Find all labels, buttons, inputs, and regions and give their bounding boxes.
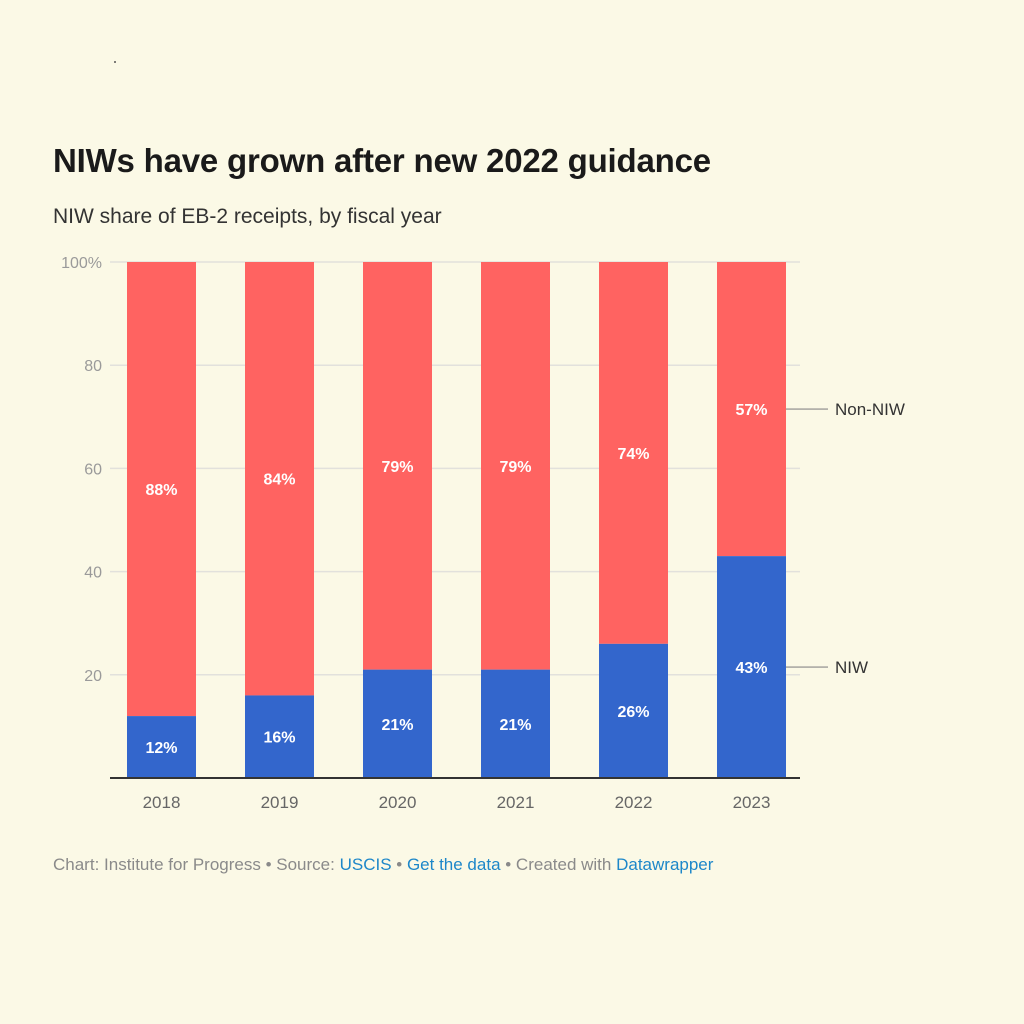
y-tick-label: 80 xyxy=(84,358,102,375)
y-tick-label: 40 xyxy=(84,565,102,582)
data-label-niw: 12% xyxy=(145,740,177,757)
chart-subtitle: NIW share of EB-2 receipts, by fiscal ye… xyxy=(53,205,442,228)
chart-footer: Chart: Institute for Progress • Source: … xyxy=(53,855,713,875)
y-tick-label: 20 xyxy=(84,668,102,685)
data-label-non-niw: 57% xyxy=(735,402,767,419)
gridlines xyxy=(110,261,800,676)
bar-non-niw xyxy=(599,262,668,644)
x-tick-label: 2021 xyxy=(497,793,535,812)
x-tick-label: 2020 xyxy=(379,793,417,812)
bar-niw xyxy=(127,716,196,778)
data-label-non-niw: 88% xyxy=(145,482,177,499)
data-label-niw: 43% xyxy=(735,660,767,677)
bar-non-niw xyxy=(717,262,786,557)
get-data-link[interactable]: Get the data xyxy=(406,855,501,874)
bar-niw xyxy=(481,669,550,778)
x-tick-label: 2018 xyxy=(143,793,181,812)
bar-non-niw xyxy=(363,262,432,670)
data-label-non-niw: 84% xyxy=(263,472,295,489)
bar-niw xyxy=(599,643,668,778)
bar-non-niw xyxy=(245,262,314,696)
footer-separator: • xyxy=(391,855,407,874)
x-tick-label: 2023 xyxy=(733,793,771,812)
series-labels: Non-NIW NIW xyxy=(786,400,905,677)
bars: 88% 12% 84% 16% 79% 21% 79% 21% 74% 26% 57% 43% xyxy=(127,262,786,778)
data-label-niw: 21% xyxy=(499,717,531,734)
footer-created-with: • Created with xyxy=(500,855,617,874)
bar-niw xyxy=(363,669,432,778)
decorative-dot xyxy=(114,61,116,63)
x-tick-label: 2022 xyxy=(615,793,653,812)
y-tick-label: 100% xyxy=(61,255,102,272)
data-label-niw: 21% xyxy=(381,717,413,734)
y-axis-ticks: 20 40 60 80 100% xyxy=(61,255,102,685)
data-label-non-niw: 79% xyxy=(381,459,413,476)
series-label: Non-NIW xyxy=(835,400,905,419)
y-tick-label: 60 xyxy=(84,461,102,478)
chart-title: NIWs have grown after new 2022 guidance xyxy=(53,142,711,179)
data-label-non-niw: 79% xyxy=(499,459,531,476)
datawrapper-link[interactable]: Datawrapper xyxy=(616,855,714,874)
bar-non-niw xyxy=(481,262,550,670)
x-tick-label: 2019 xyxy=(261,793,299,812)
bar-non-niw xyxy=(127,262,196,717)
bar-niw xyxy=(245,695,314,778)
bar-niw xyxy=(717,556,786,778)
data-label-niw: 26% xyxy=(617,704,649,721)
data-label-non-niw: 74% xyxy=(617,446,649,463)
footer-credit: Chart: Institute for Progress • Source: xyxy=(53,855,340,874)
series-label: NIW xyxy=(835,658,868,677)
data-label-niw: 16% xyxy=(263,730,295,747)
source-link[interactable]: USCIS xyxy=(339,855,392,874)
x-axis-ticks: 2018 2019 2020 2021 2022 2023 xyxy=(110,777,800,812)
